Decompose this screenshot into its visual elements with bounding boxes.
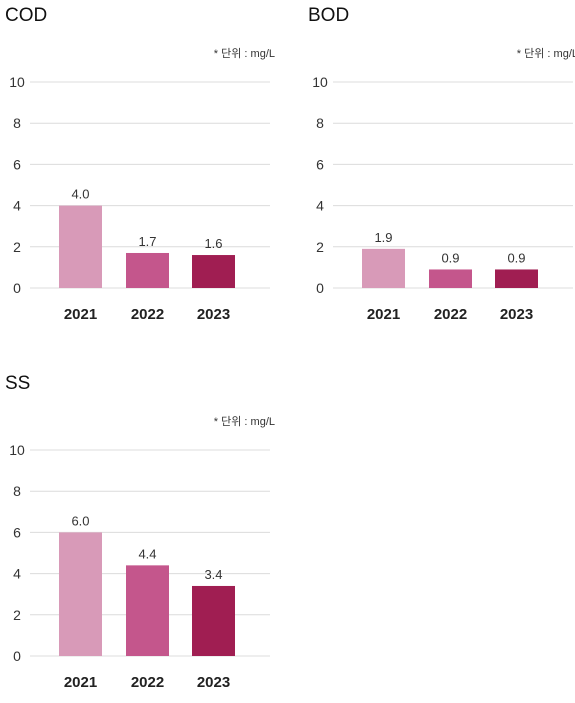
x-tick-label: 2022 xyxy=(131,306,164,323)
data-label: 6.0 xyxy=(71,513,89,528)
data-label: 4.4 xyxy=(138,546,156,561)
bar xyxy=(495,269,538,288)
bar xyxy=(126,252,169,288)
chart-svg: 0 2 4 6 8 10 4.0 2021 1.7 2022 1.6 2023 xyxy=(9,74,270,323)
y-tick-label: 0 xyxy=(13,280,21,296)
unit-note: * 단위 : mg/L xyxy=(213,48,275,60)
y-tick-label: 4 xyxy=(316,198,324,214)
y-tick-label: 6 xyxy=(13,524,21,540)
y-tick-label: 0 xyxy=(316,280,324,296)
chart-panel-bod: BOD * 단위 : mg/L 0 2 4 6 8 10 1.9 2021 0.9 2022 0.9… xyxy=(308,5,575,335)
data-label: 1.7 xyxy=(138,234,156,249)
chart-panel-cod: COD * 단위 : mg/L 0 2 4 6 8 10 4.0 2021 1.7 2022 1.6… xyxy=(5,5,275,335)
data-label: 1.9 xyxy=(374,230,392,245)
x-tick-label: 2021 xyxy=(64,306,97,323)
y-tick-label: 8 xyxy=(316,115,324,131)
y-tick-label: 10 xyxy=(312,74,328,90)
y-tick-label: 10 xyxy=(9,442,25,458)
y-tick-label: 8 xyxy=(13,115,21,131)
x-tick-label: 2022 xyxy=(131,674,164,691)
x-tick-label: 2023 xyxy=(197,674,230,691)
chart-title: SS xyxy=(5,373,31,394)
x-tick-label: 2021 xyxy=(367,306,400,323)
y-tick-label: 4 xyxy=(13,566,21,582)
bar xyxy=(362,248,405,288)
bar xyxy=(59,205,102,288)
data-label: 0.9 xyxy=(507,250,525,265)
x-tick-label: 2023 xyxy=(500,306,533,323)
x-tick-label: 2021 xyxy=(64,674,97,691)
x-tick-label: 2023 xyxy=(197,306,230,323)
unit-note: * 단위 : mg/L xyxy=(516,48,575,60)
unit-note: * 단위 : mg/L xyxy=(213,416,275,428)
bar xyxy=(429,269,472,288)
bar xyxy=(192,255,235,288)
y-tick-label: 2 xyxy=(13,239,21,255)
data-label: 4.0 xyxy=(71,187,89,202)
chart-title: COD xyxy=(5,5,48,26)
y-tick-label: 6 xyxy=(13,156,21,172)
y-tick-label: 2 xyxy=(316,239,324,255)
data-label: 0.9 xyxy=(441,250,459,265)
bar xyxy=(126,565,169,656)
bar xyxy=(59,532,102,656)
y-tick-label: 8 xyxy=(13,483,21,499)
data-label: 3.4 xyxy=(204,567,222,582)
x-tick-label: 2022 xyxy=(434,306,467,323)
y-tick-label: 2 xyxy=(13,607,21,623)
chart-svg: 0 2 4 6 8 10 6.0 2021 4.4 2022 3.4 2023 xyxy=(9,442,270,691)
y-tick-label: 6 xyxy=(316,156,324,172)
chart-svg: 0 2 4 6 8 10 1.9 2021 0.9 2022 0.9 2023 xyxy=(312,74,573,323)
chart-title: BOD xyxy=(308,5,350,26)
y-tick-label: 10 xyxy=(9,74,25,90)
y-tick-label: 0 xyxy=(13,648,21,664)
bar xyxy=(192,585,235,656)
chart-panel-ss: SS * 단위 : mg/L 0 2 4 6 8 10 6.0 2021 4.4 2022 3.4 2… xyxy=(5,373,275,703)
data-label: 1.6 xyxy=(204,236,222,251)
y-tick-label: 4 xyxy=(13,198,21,214)
